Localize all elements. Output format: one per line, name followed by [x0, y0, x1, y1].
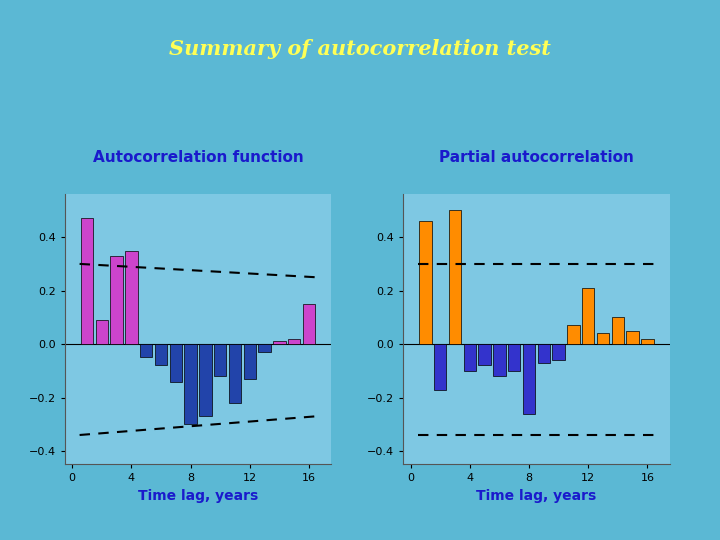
- Bar: [582, 288, 595, 344]
- Bar: [464, 344, 476, 371]
- Bar: [81, 219, 94, 344]
- Bar: [243, 344, 256, 379]
- Bar: [140, 344, 153, 357]
- Bar: [110, 256, 123, 344]
- Text: Partial autocorrelation: Partial autocorrelation: [439, 150, 634, 165]
- Bar: [169, 344, 182, 382]
- Text: Autocorrelation function: Autocorrelation function: [93, 150, 303, 165]
- Bar: [641, 339, 654, 344]
- Bar: [567, 326, 580, 344]
- Bar: [538, 344, 550, 363]
- Bar: [523, 344, 535, 414]
- Bar: [199, 344, 212, 416]
- Bar: [552, 344, 565, 360]
- Bar: [184, 344, 197, 424]
- Bar: [478, 344, 491, 366]
- Bar: [214, 344, 227, 376]
- Bar: [508, 344, 521, 371]
- Bar: [155, 344, 167, 366]
- Bar: [434, 344, 446, 389]
- Bar: [419, 221, 432, 344]
- Bar: [611, 318, 624, 344]
- Bar: [258, 344, 271, 352]
- Bar: [302, 304, 315, 344]
- X-axis label: Time lag, years: Time lag, years: [476, 489, 597, 503]
- Bar: [288, 339, 300, 344]
- Bar: [597, 333, 609, 344]
- Bar: [96, 320, 108, 344]
- Bar: [493, 344, 505, 376]
- Bar: [449, 211, 462, 344]
- Text: Summary of autocorrelation test: Summary of autocorrelation test: [169, 38, 551, 59]
- Bar: [273, 341, 286, 344]
- X-axis label: Time lag, years: Time lag, years: [138, 489, 258, 503]
- Bar: [125, 251, 138, 344]
- Bar: [626, 330, 639, 344]
- Bar: [229, 344, 241, 403]
